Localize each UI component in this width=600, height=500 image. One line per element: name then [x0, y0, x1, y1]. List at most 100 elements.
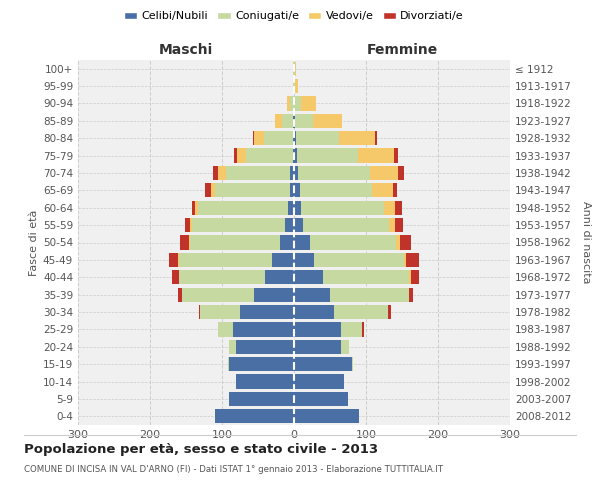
- Bar: [294, 183, 300, 198]
- Bar: [294, 79, 295, 93]
- Bar: [294, 322, 341, 336]
- Bar: [265, 270, 294, 284]
- Bar: [341, 340, 349, 354]
- Bar: [246, 148, 293, 162]
- Bar: [294, 288, 330, 302]
- Bar: [372, 183, 394, 198]
- Bar: [237, 148, 246, 162]
- Bar: [294, 114, 295, 128]
- Bar: [293, 114, 294, 128]
- Bar: [410, 270, 419, 284]
- Bar: [358, 148, 394, 162]
- Bar: [384, 200, 395, 215]
- Bar: [228, 357, 229, 372]
- Bar: [199, 305, 200, 319]
- Bar: [294, 270, 323, 284]
- Bar: [182, 288, 254, 302]
- Bar: [406, 253, 419, 267]
- Bar: [236, 340, 294, 354]
- Bar: [294, 357, 352, 372]
- Bar: [295, 114, 313, 128]
- Bar: [287, 96, 290, 110]
- Bar: [253, 131, 254, 146]
- Bar: [280, 236, 294, 250]
- Bar: [192, 200, 196, 215]
- Bar: [283, 114, 293, 128]
- Bar: [226, 166, 290, 180]
- Bar: [323, 270, 409, 284]
- Bar: [300, 183, 372, 198]
- Bar: [313, 114, 342, 128]
- Bar: [294, 392, 348, 406]
- Bar: [229, 392, 294, 406]
- Bar: [200, 305, 240, 319]
- Bar: [296, 131, 340, 146]
- Bar: [215, 409, 294, 424]
- Text: Femmine: Femmine: [367, 42, 437, 56]
- Bar: [297, 148, 358, 162]
- Bar: [310, 236, 396, 250]
- Bar: [286, 218, 294, 232]
- Bar: [265, 131, 293, 146]
- Bar: [196, 200, 198, 215]
- Bar: [288, 200, 294, 215]
- Bar: [362, 322, 364, 336]
- Bar: [340, 131, 376, 146]
- Bar: [389, 218, 395, 232]
- Bar: [298, 166, 370, 180]
- Bar: [409, 270, 410, 284]
- Bar: [334, 305, 388, 319]
- Bar: [290, 96, 294, 110]
- Bar: [294, 96, 301, 110]
- Bar: [293, 62, 294, 76]
- Bar: [189, 236, 190, 250]
- Bar: [294, 340, 341, 354]
- Bar: [178, 253, 179, 267]
- Bar: [294, 374, 344, 388]
- Bar: [205, 183, 211, 198]
- Y-axis label: Anni di nascita: Anni di nascita: [581, 201, 591, 284]
- Bar: [294, 166, 298, 180]
- Bar: [294, 200, 301, 215]
- Bar: [229, 357, 294, 372]
- Bar: [254, 288, 294, 302]
- Bar: [376, 131, 377, 146]
- Bar: [294, 62, 295, 76]
- Bar: [290, 166, 294, 180]
- Bar: [218, 166, 226, 180]
- Bar: [185, 218, 190, 232]
- Bar: [388, 305, 391, 319]
- Bar: [396, 236, 400, 250]
- Bar: [395, 218, 403, 232]
- Bar: [394, 148, 398, 162]
- Bar: [293, 148, 294, 162]
- Bar: [179, 253, 272, 267]
- Text: COMUNE DI INCISA IN VAL D'ARNO (FI) - Dati ISTAT 1° gennaio 2013 - Elaborazione : COMUNE DI INCISA IN VAL D'ARNO (FI) - Da…: [24, 466, 443, 474]
- Bar: [294, 409, 359, 424]
- Bar: [301, 200, 384, 215]
- Bar: [290, 183, 294, 198]
- Bar: [302, 218, 389, 232]
- Legend: Celibi/Nubili, Coniugati/e, Vedovi/e, Divorziati/e: Celibi/Nubili, Coniugati/e, Vedovi/e, Di…: [121, 8, 467, 24]
- Bar: [236, 374, 294, 388]
- Bar: [294, 253, 314, 267]
- Bar: [370, 166, 398, 180]
- Bar: [169, 253, 178, 267]
- Bar: [394, 183, 397, 198]
- Bar: [180, 236, 189, 250]
- Bar: [212, 166, 218, 180]
- Bar: [294, 148, 297, 162]
- Bar: [301, 96, 316, 110]
- Bar: [211, 183, 215, 198]
- Bar: [404, 253, 406, 267]
- Bar: [218, 322, 233, 336]
- Bar: [240, 305, 294, 319]
- Bar: [398, 166, 404, 180]
- Bar: [314, 253, 404, 267]
- Bar: [395, 200, 402, 215]
- Bar: [293, 79, 294, 93]
- Bar: [233, 322, 294, 336]
- Bar: [192, 218, 286, 232]
- Bar: [233, 148, 237, 162]
- Bar: [352, 357, 353, 372]
